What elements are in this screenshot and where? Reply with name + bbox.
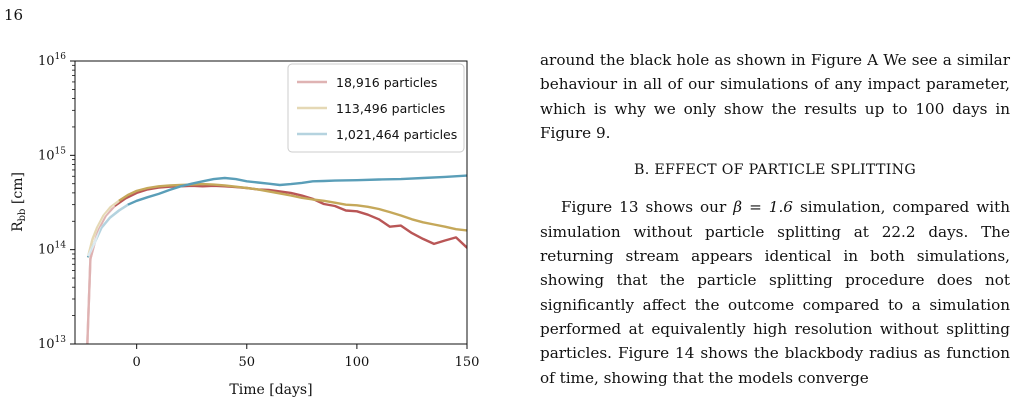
paragraph-splitting: Figure 13 shows our β = 1.6 simulation, … [540,195,1010,389]
rbb-vs-time-figure: 0 50 100 150 1013 1014 1015 1016 Time [days] R… [10,52,480,398]
x-axis-label: Time [days] [229,382,312,398]
legend-label-0: 18,916 particles [336,75,437,90]
para2-text-b: simulation, compared with simulation wit… [540,198,1011,387]
beta-math: β = 1.6 [733,198,793,217]
x-tick-label: 0 [133,355,141,370]
y-tick-label: 1013 [38,335,66,352]
chart-legend: 18,916 particles 113,496 particles 1,021,4… [287,63,465,153]
x-tick-label: 50 [239,355,256,370]
series-fade-2 [87,203,129,257]
y-axis-label: Rbb [cm] [10,172,28,232]
series-line-0 [86,184,467,344]
x-tick-label: 150 [455,355,480,370]
plot-frame [74,60,468,345]
legend-label-2: 1,021,464 particles [336,127,457,142]
section-heading: B. EFFECT OF PARTICLE SPLITTING [634,162,916,179]
series-line-2 [86,174,467,258]
para1-text: around the black hole as shown in Figure… [540,51,1010,142]
paragraph-continuation: around the black hole as shown in Figure… [540,48,1010,145]
right-column-text: around the black hole as shown in Figure… [540,48,1010,390]
series-line-1 [86,182,467,258]
legend-label-1: 113,496 particles [336,101,445,116]
x-tick-label: 100 [344,355,369,370]
page-number: 16 [4,6,24,24]
series-fade-1 [86,199,120,257]
y-tick-label: 1014 [38,241,66,258]
y-tick-label: 1016 [38,52,66,69]
y-tick-label: 1015 [38,146,66,163]
para2-text-a: Figure 13 shows our [561,198,727,217]
